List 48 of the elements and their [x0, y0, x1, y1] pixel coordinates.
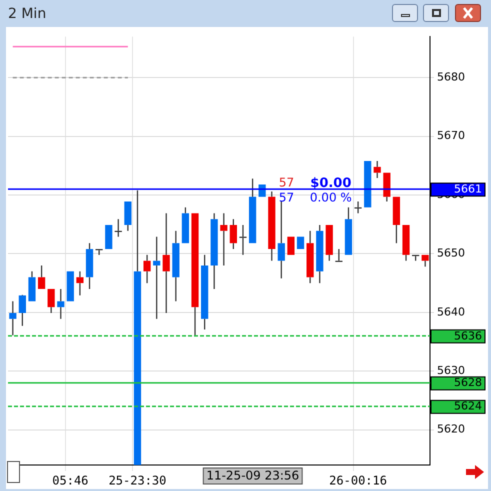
chart-title: 2 Min [8, 6, 46, 22]
annotation: $0.00 [310, 176, 352, 191]
x-tick-label: 26-00:16 [329, 473, 387, 488]
candlestick [210, 212, 218, 290]
candlestick [239, 224, 247, 256]
annotation: 57 [278, 190, 294, 205]
candlestick [392, 196, 400, 244]
ref-line-label: 5636 [454, 329, 482, 342]
ref-line-label: 5624 [454, 400, 482, 413]
candlestick [153, 236, 160, 320]
y-tick-label: 5640 [437, 305, 465, 318]
candlestick [268, 190, 276, 262]
y-tick-label: 5680 [437, 70, 465, 84]
candlestick [374, 160, 381, 179]
ref-line-label: 5628 [454, 376, 482, 390]
candlestick [48, 288, 55, 314]
annotation: 57 [278, 176, 294, 190]
y-tick-label: 5650 [437, 246, 465, 260]
candlestick [57, 288, 64, 320]
candlestick [201, 254, 208, 330]
candlestick [143, 254, 151, 284]
candlestick [248, 178, 256, 244]
text: 11-25-09 23:56 [206, 468, 300, 483]
candlestick [278, 200, 285, 279]
candlestick [9, 300, 16, 336]
candlestick [134, 190, 142, 465]
candlestick [230, 218, 237, 250]
candlestick [383, 172, 390, 202]
x-tick-label: 05:46 [52, 473, 88, 488]
candlestick [220, 212, 228, 266]
y-tick-label: 5620 [437, 422, 465, 436]
candlestick [162, 212, 170, 314]
annotation: 0.00 % [310, 190, 352, 205]
candlestick [18, 295, 26, 327]
candlestick [76, 270, 84, 296]
candlestick [306, 230, 314, 284]
candlestick [38, 264, 46, 289]
candlestick [326, 224, 333, 262]
candlestick [191, 213, 199, 336]
candlestick [86, 242, 94, 290]
candlestick [344, 206, 352, 255]
ref-line-label: 5661 [454, 182, 482, 196]
candlestick [172, 230, 180, 302]
y-tick-label: 5670 [437, 129, 465, 142]
candlestick [422, 254, 429, 268]
candlestick [316, 224, 324, 284]
y-tick-label: 5630 [437, 364, 465, 377]
x-tick-label: 25-23:30 [108, 473, 166, 488]
